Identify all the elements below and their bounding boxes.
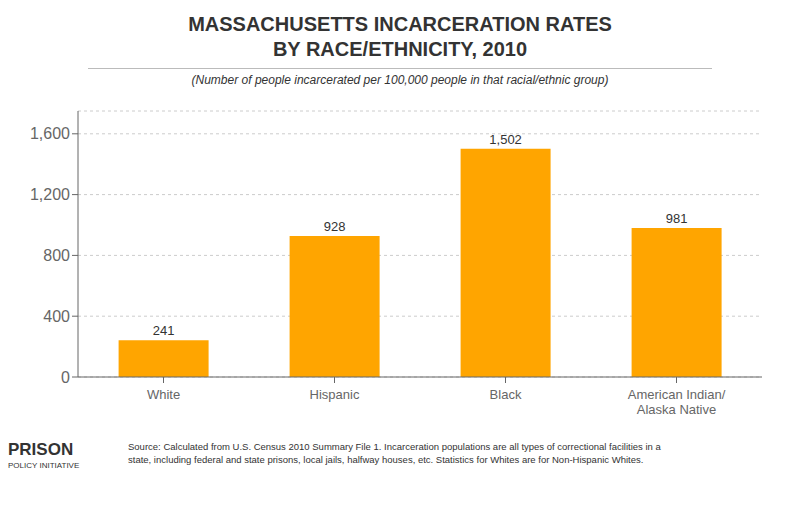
- html-text:POLICY INITIATIVE: POLICY INITIATIVE: [8, 461, 80, 470]
- svg-text:American Indian/Alaska Native: American Indian/Alaska Native: [628, 387, 726, 417]
- html-text:(Number of people incarcerated: (Number of people incarcerated per 100,0…: [191, 73, 609, 87]
- svg-text:241: 241: [153, 323, 175, 338]
- svg-text:928: 928: [324, 219, 346, 234]
- svg-text:1,502: 1,502: [489, 132, 522, 147]
- svg-text:1,200: 1,200: [30, 186, 70, 203]
- html-text:BY RACE/ETHNICITY, 2010: BY RACE/ETHNICITY, 2010: [272, 38, 528, 60]
- html-text:MASSACHUSETTS INCARCERATION RA: MASSACHUSETTS INCARCERATION RATES: [188, 13, 612, 35]
- html-text:state, including federal and s: state, including federal and state priso…: [128, 454, 644, 465]
- svg-text:0: 0: [61, 369, 70, 386]
- svg-text:400: 400: [43, 308, 70, 325]
- svg-text:White: White: [147, 387, 180, 402]
- html-text:PRISON: PRISON: [8, 440, 74, 459]
- svg-text:1,600: 1,600: [30, 125, 70, 142]
- svg-text:981: 981: [666, 211, 688, 226]
- svg-text:Hispanic: Hispanic: [310, 387, 360, 402]
- svg-text:800: 800: [43, 247, 70, 264]
- svg-text:Black: Black: [490, 387, 522, 402]
- html-text:Source: Calculated from U.S. C: Source: Calculated from U.S. Census 2010…: [128, 441, 661, 452]
